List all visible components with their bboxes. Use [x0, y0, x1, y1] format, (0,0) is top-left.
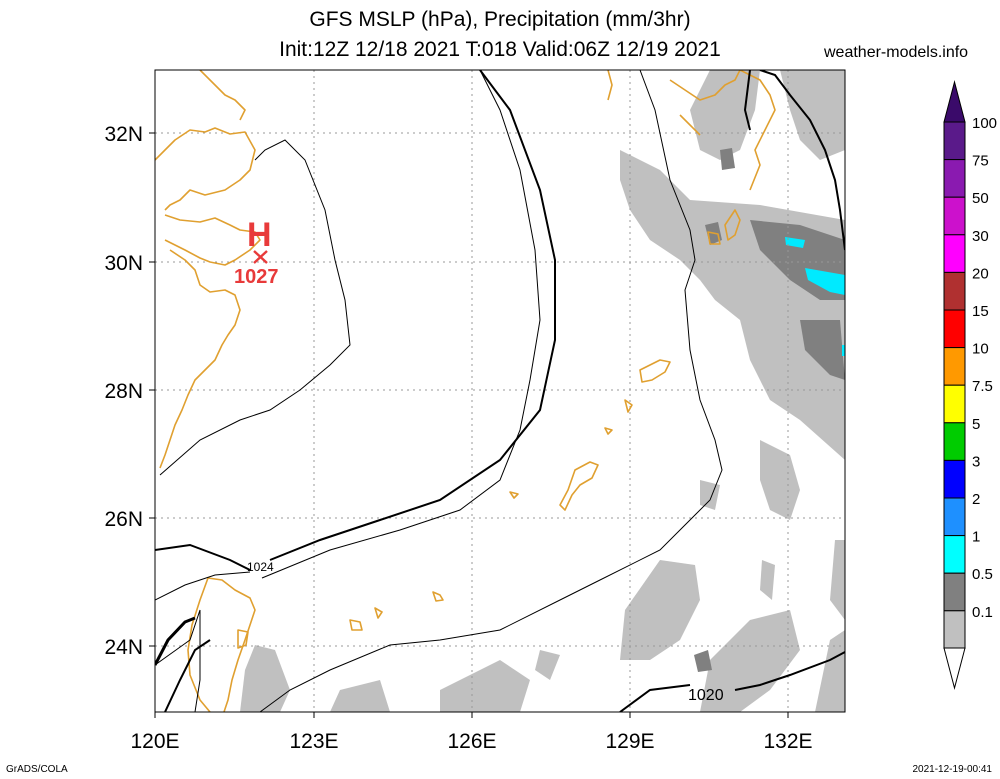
- coastlines: [155, 70, 776, 712]
- isobar-label-1024: 1024: [247, 560, 274, 574]
- colorbar-swatch: [943, 497, 966, 537]
- colorbar-swatch: [943, 384, 966, 424]
- colorbar-swatch: [943, 271, 966, 311]
- lon-label-126e: 126E: [447, 730, 496, 753]
- colorbar-swatch: [943, 459, 966, 499]
- colorbar-label: 30: [972, 228, 989, 245]
- lon-label-132e: 132E: [763, 730, 812, 753]
- map-content: 1024 1020 H 1027: [155, 70, 845, 712]
- colorbar-label: 7.5: [972, 378, 993, 395]
- colorbar-label: 20: [972, 265, 989, 282]
- precip-light: [240, 70, 845, 712]
- colorbar-swatch: [943, 610, 966, 649]
- lat-label-30n: 30N: [104, 252, 143, 275]
- colorbar-label: 0.5: [972, 566, 993, 583]
- site-label: weather-models.info: [824, 44, 969, 61]
- colorbar-swatch: [943, 347, 966, 386]
- high-center-marker: [253, 250, 268, 264]
- lat-label-32n: 32N: [104, 123, 143, 146]
- footer-left: GrADS/COLA: [6, 764, 68, 775]
- colorbar-label: 75: [972, 153, 989, 170]
- colorbar-swatch: [943, 121, 966, 161]
- colorbar-swatch: [943, 196, 966, 236]
- map-title-line1: GFS MSLP (hPa), Precipitation (mm/3hr): [309, 8, 691, 31]
- colorbar-label: 1: [972, 529, 980, 546]
- colorbar-label: 0.1: [972, 604, 993, 621]
- colorbar-label: 5: [972, 416, 980, 433]
- colorbar-top-arrow: [943, 80, 966, 123]
- lon-label-129e: 129E: [605, 730, 654, 753]
- colorbar-swatch: [943, 422, 966, 461]
- lon-label-120e: 120E: [130, 730, 179, 753]
- colorbar-swatch: [943, 309, 966, 349]
- lat-lon-grid: [155, 70, 845, 712]
- colorbar-label: 15: [972, 303, 989, 320]
- high-pressure-symbol: H: [247, 216, 272, 254]
- colorbar-swatch: [943, 572, 966, 612]
- colorbar-label: 3: [972, 453, 980, 470]
- lat-label-26n: 26N: [104, 508, 143, 531]
- colorbar-label: 2: [972, 491, 980, 508]
- isobar-label-1020: 1020: [688, 687, 724, 704]
- precip-cyan: [785, 237, 845, 356]
- colorbar-label: 50: [972, 190, 989, 207]
- lat-label-24n: 24N: [104, 636, 143, 659]
- lat-label-28n: 28N: [104, 380, 143, 403]
- precip-colorbar: 100 75 50 30 20 15 10 7.5 5 3 2 1 0.5 0.1: [943, 80, 997, 690]
- footer-right: 2021-12-19-00:41: [912, 764, 992, 775]
- colorbar-label: 10: [972, 341, 989, 358]
- colorbar-bottom-arrow: [943, 647, 966, 690]
- high-pressure-value: 1027: [234, 266, 279, 288]
- lon-label-123e: 123E: [289, 730, 338, 753]
- axis-ticks: [149, 132, 789, 718]
- colorbar-swatch: [943, 159, 966, 198]
- colorbar-swatch: [943, 234, 966, 273]
- colorbar-label: 100: [972, 115, 997, 132]
- map-title-line2: Init:12Z 12/18 2021 T:018 Valid:06Z 12/1…: [279, 38, 721, 61]
- colorbar-swatch: [943, 535, 966, 574]
- map-frame: [154, 69, 846, 713]
- isobars: [155, 70, 845, 712]
